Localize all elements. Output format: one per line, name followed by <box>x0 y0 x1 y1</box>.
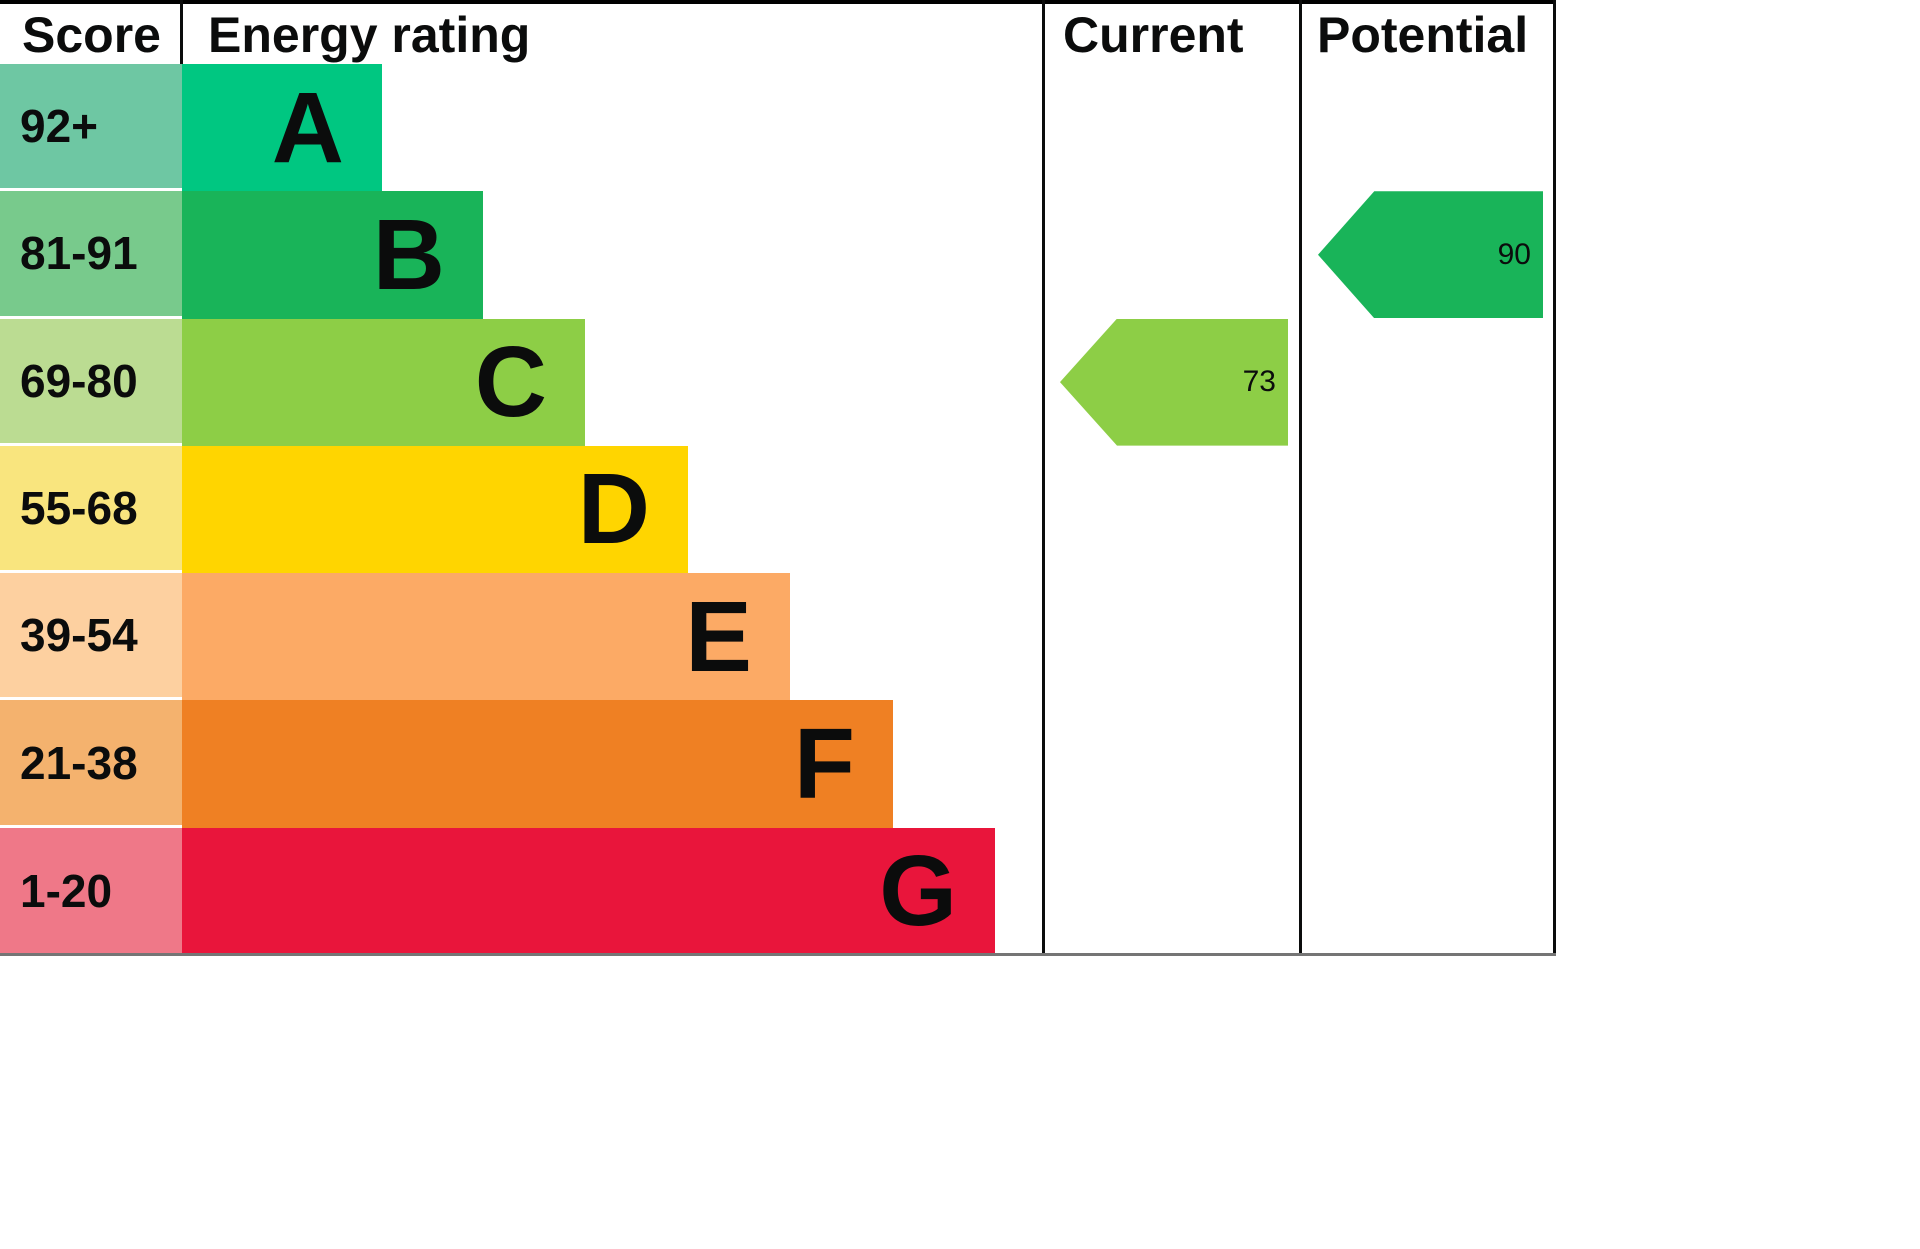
current-column-header: Current <box>1063 7 1244 63</box>
score-column-header: Score <box>22 7 161 63</box>
potential-column-header: Potential <box>1317 7 1529 63</box>
score-range-label: 69-80 <box>20 354 138 407</box>
score-range-label: 39-54 <box>20 609 138 662</box>
chart-top-border <box>0 0 1556 4</box>
band-letter: G <box>879 835 957 948</box>
band-row-d: 55-68 D <box>0 445 1556 574</box>
score-cell: 1-20 <box>0 827 182 955</box>
band-row-b: 81-91 B <box>0 191 1556 319</box>
band-row-e: 39-54 E <box>0 573 1556 701</box>
band-row-a: 92+ A <box>0 64 1556 192</box>
band-letter: A <box>271 71 344 184</box>
potential-rating-arrow: 90 <box>1318 191 1543 319</box>
band-row-f: 21-38 F <box>0 700 1556 828</box>
potential-column-divider <box>1299 0 1302 956</box>
rating-bar: G <box>182 827 995 955</box>
chart-bottom-border <box>0 953 1556 956</box>
epc-rating-chart: Score Energy rating Current Potential 92… <box>0 0 1556 956</box>
rating-bar: E <box>182 573 790 701</box>
rating-bar: F <box>182 700 893 828</box>
chart-right-border <box>1553 0 1556 956</box>
band-letter: C <box>474 326 547 439</box>
rating-bar: A <box>182 64 382 192</box>
score-cell: 92+ <box>0 64 182 192</box>
band-letter: B <box>372 198 445 311</box>
score-cell: 21-38 <box>0 700 182 828</box>
band-row-g: 1-20 G <box>0 827 1556 955</box>
energy-rating-column-header: Energy rating <box>208 7 531 63</box>
score-cell: 55-68 <box>0 445 182 574</box>
band-letter: D <box>577 453 650 566</box>
rating-bar: C <box>182 318 585 446</box>
band-row-c: 69-80 C <box>0 318 1556 446</box>
score-range-label: 92+ <box>20 100 99 153</box>
score-cell: 39-54 <box>0 573 182 701</box>
band-letter: E <box>685 580 752 693</box>
score-cell: 81-91 <box>0 191 182 319</box>
score-header-divider <box>180 0 183 64</box>
score-range-label: 81-91 <box>20 227 138 280</box>
potential-rating-value: 90 <box>1497 237 1531 271</box>
rating-bands: 92+ A 81-91 B 69-80 C 55-68 D 39-54 E 21… <box>0 64 1556 955</box>
score-range-label: 21-38 <box>20 736 138 789</box>
score-range-label: 55-68 <box>20 481 138 534</box>
rating-bar: D <box>182 445 688 574</box>
rating-bar: B <box>182 191 483 319</box>
score-cell: 69-80 <box>0 318 182 446</box>
current-rating-value: 73 <box>1242 365 1276 399</box>
score-range-label: 1-20 <box>20 865 113 918</box>
band-letter: F <box>793 708 855 821</box>
current-column-divider <box>1042 0 1045 956</box>
